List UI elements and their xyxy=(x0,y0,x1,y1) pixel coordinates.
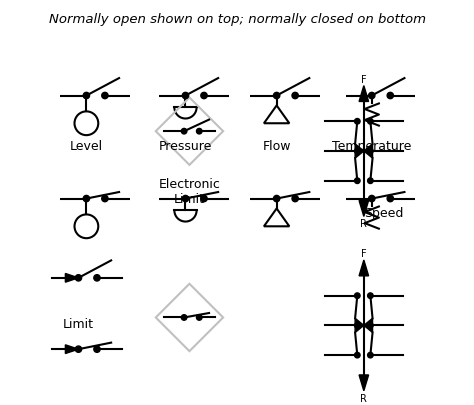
Circle shape xyxy=(355,352,360,358)
Circle shape xyxy=(182,196,189,202)
Polygon shape xyxy=(364,145,373,159)
Text: R: R xyxy=(360,219,367,229)
Polygon shape xyxy=(359,260,369,276)
Text: F: F xyxy=(361,248,367,258)
Circle shape xyxy=(273,93,280,100)
Polygon shape xyxy=(65,345,79,354)
Text: Pressure: Pressure xyxy=(159,140,212,153)
Text: Electronic
Limit: Electronic Limit xyxy=(158,177,220,205)
Circle shape xyxy=(292,93,298,100)
Polygon shape xyxy=(359,86,369,102)
Circle shape xyxy=(182,93,189,100)
Circle shape xyxy=(369,93,375,100)
Text: Flow: Flow xyxy=(263,140,291,153)
Text: Speed: Speed xyxy=(364,207,403,220)
Circle shape xyxy=(182,315,187,320)
Circle shape xyxy=(368,293,373,299)
Circle shape xyxy=(368,119,373,125)
Circle shape xyxy=(368,149,373,154)
Circle shape xyxy=(273,196,280,202)
Circle shape xyxy=(355,119,360,125)
Text: Temperature: Temperature xyxy=(332,140,411,153)
Text: R: R xyxy=(360,393,367,403)
Circle shape xyxy=(387,196,393,202)
Circle shape xyxy=(201,196,207,202)
Text: Limit: Limit xyxy=(63,318,94,330)
Polygon shape xyxy=(359,375,369,391)
Circle shape xyxy=(368,179,373,184)
Polygon shape xyxy=(359,201,369,217)
Circle shape xyxy=(75,275,82,281)
Circle shape xyxy=(75,346,82,352)
Polygon shape xyxy=(364,318,373,333)
Circle shape xyxy=(94,346,100,352)
Circle shape xyxy=(102,93,108,100)
Circle shape xyxy=(355,323,360,328)
Circle shape xyxy=(387,93,393,100)
Circle shape xyxy=(368,323,373,328)
Circle shape xyxy=(292,196,298,202)
Polygon shape xyxy=(355,318,364,333)
Circle shape xyxy=(201,93,207,100)
Text: F: F xyxy=(361,75,367,84)
Circle shape xyxy=(197,315,202,320)
Circle shape xyxy=(94,275,100,281)
Text: Normally open shown on top; normally closed on bottom: Normally open shown on top; normally clo… xyxy=(48,13,426,26)
Text: Level: Level xyxy=(70,140,103,153)
Circle shape xyxy=(368,352,373,358)
Circle shape xyxy=(355,149,360,154)
Circle shape xyxy=(102,196,108,202)
Polygon shape xyxy=(65,274,79,283)
Circle shape xyxy=(83,93,90,100)
Circle shape xyxy=(197,129,202,134)
Circle shape xyxy=(182,129,187,134)
Polygon shape xyxy=(355,145,364,159)
Circle shape xyxy=(355,293,360,299)
Circle shape xyxy=(355,179,360,184)
Circle shape xyxy=(83,196,90,202)
Circle shape xyxy=(369,196,375,202)
